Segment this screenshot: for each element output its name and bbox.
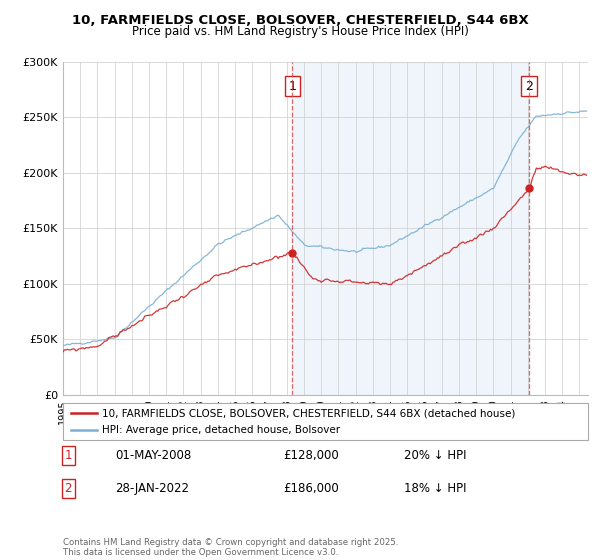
Text: 10, FARMFIELDS CLOSE, BOLSOVER, CHESTERFIELD, S44 6BX (detached house): 10, FARMFIELDS CLOSE, BOLSOVER, CHESTERF… <box>103 408 516 418</box>
Text: £128,000: £128,000 <box>284 449 339 462</box>
Text: £186,000: £186,000 <box>284 482 339 495</box>
Text: 1: 1 <box>65 449 72 462</box>
Text: 10, FARMFIELDS CLOSE, BOLSOVER, CHESTERFIELD, S44 6BX: 10, FARMFIELDS CLOSE, BOLSOVER, CHESTERF… <box>71 14 529 27</box>
Bar <box>292 62 529 395</box>
Text: 2: 2 <box>525 80 533 92</box>
FancyBboxPatch shape <box>63 403 588 440</box>
Text: 1: 1 <box>289 80 296 92</box>
Text: 2: 2 <box>65 482 72 495</box>
Text: 01-MAY-2008: 01-MAY-2008 <box>115 449 192 462</box>
Text: Price paid vs. HM Land Registry's House Price Index (HPI): Price paid vs. HM Land Registry's House … <box>131 25 469 38</box>
Text: 18% ↓ HPI: 18% ↓ HPI <box>404 482 467 495</box>
Text: 28-JAN-2022: 28-JAN-2022 <box>115 482 190 495</box>
Text: 20% ↓ HPI: 20% ↓ HPI <box>404 449 467 462</box>
Text: HPI: Average price, detached house, Bolsover: HPI: Average price, detached house, Bols… <box>103 425 341 435</box>
Text: Contains HM Land Registry data © Crown copyright and database right 2025.
This d: Contains HM Land Registry data © Crown c… <box>63 538 398 557</box>
